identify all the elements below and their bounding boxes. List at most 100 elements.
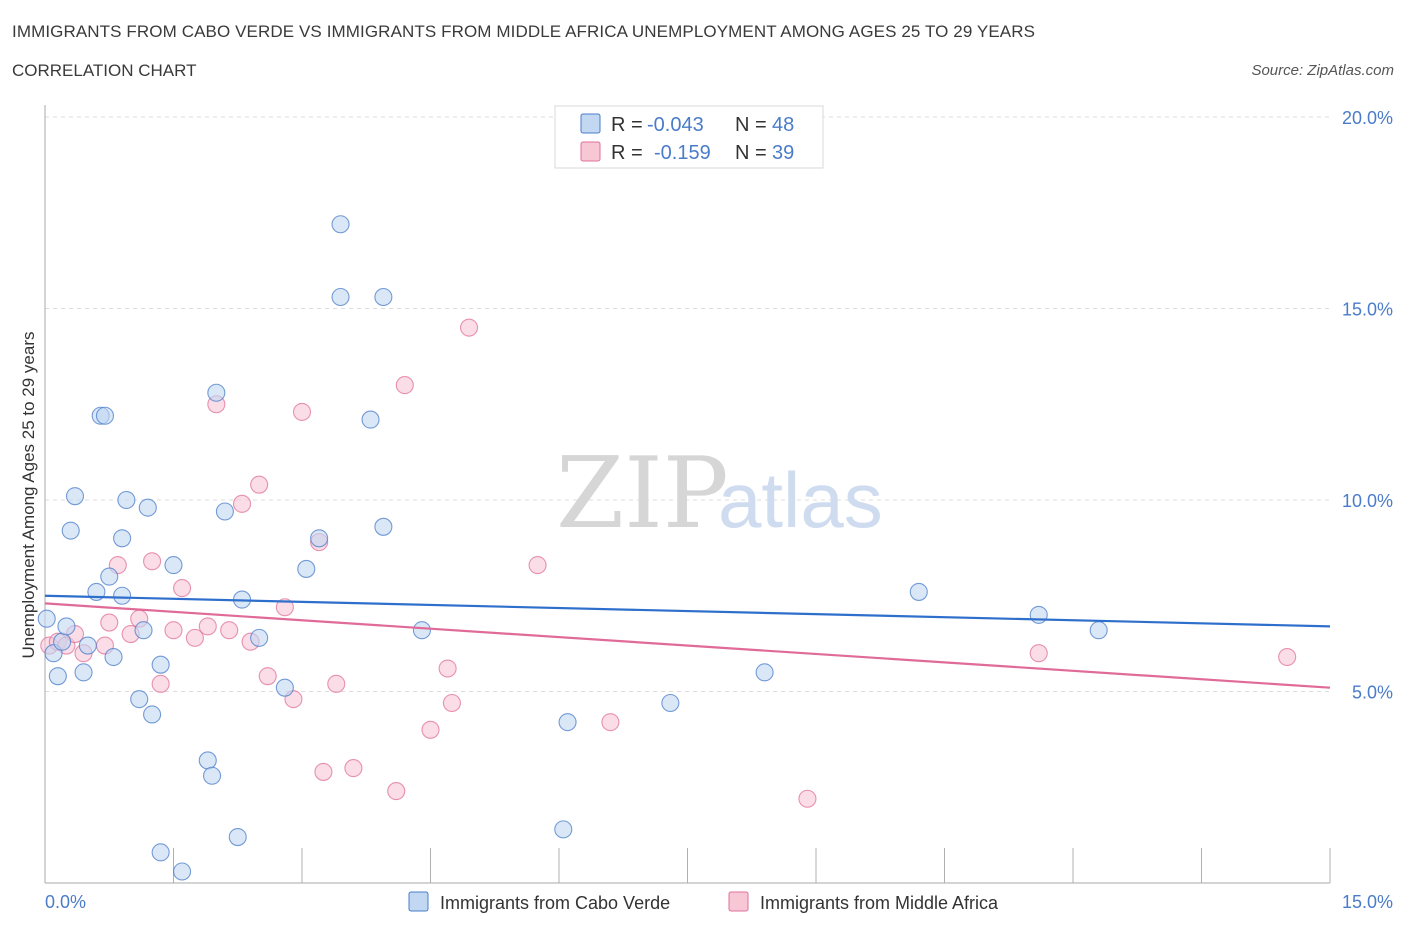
middle-africa-point — [1278, 647, 1297, 667]
legend-bottom-blue-label: Immigrants from Cabo Verde — [440, 893, 670, 913]
cabo-verde-point — [374, 287, 393, 307]
cabo-verde-point — [228, 827, 247, 847]
x-tick-label-max: 15.0% — [1342, 892, 1393, 912]
middle-africa-point — [387, 782, 406, 801]
source-label: Source: ZipAtlas.com — [1251, 62, 1394, 79]
y-axis-label: Unemployment Among Ages 25 to 29 years — [19, 332, 38, 659]
middle-africa-point — [438, 659, 457, 678]
middle-africa-point — [198, 617, 217, 636]
middle-africa-point — [250, 475, 269, 494]
middle-africa-point — [442, 693, 461, 713]
legend-pink-swatch — [580, 141, 601, 162]
cabo-verde-point — [331, 287, 350, 307]
x-axis-ticks: 0.0% 15.0% — [45, 892, 1393, 912]
middle-africa-point — [100, 613, 119, 632]
cabo-verde-point — [143, 705, 162, 724]
cabo-verde-point — [113, 529, 132, 548]
middle-africa-point — [275, 598, 294, 617]
cabo-verde-point — [138, 498, 157, 517]
middle-africa-point — [185, 628, 204, 647]
cabo-verde-point — [207, 383, 226, 402]
legend-bottom-pink-label: Immigrants from Middle Africa — [760, 893, 999, 913]
middle-africa-point — [232, 494, 252, 513]
cabo-verde-point — [113, 586, 132, 605]
cabo-verde-point — [74, 663, 93, 682]
middle-africa-point — [459, 318, 479, 337]
cabo-verde-point — [57, 617, 76, 636]
middle-africa-point — [1029, 644, 1048, 663]
legend-bottom: Immigrants from Cabo Verde Immigrants fr… — [408, 891, 999, 913]
cabo-verde-point — [117, 490, 136, 510]
legend-pink-r-value: -0.159 — [654, 142, 711, 164]
middle-africa-point — [292, 402, 312, 421]
middle-africa-point — [164, 621, 183, 640]
cabo-verde-point — [909, 582, 928, 601]
cabo-verde-point — [151, 843, 170, 862]
middle-africa-point — [220, 621, 239, 640]
cabo-verde-point — [250, 628, 269, 647]
cabo-verde-point — [331, 215, 350, 234]
cabo-verde-point — [130, 690, 149, 709]
cabo-verde-point — [203, 766, 222, 785]
middle-africa-point — [314, 762, 333, 781]
y-axis-ticks: 5.0% 10.0% 15.0% 20.0% — [1342, 108, 1393, 703]
cabo-verde-point — [361, 410, 380, 429]
legend-pink-n-value: 39 — [772, 142, 794, 164]
series-cabo-verde-points — [37, 215, 1108, 881]
middle-africa-point — [421, 720, 440, 739]
watermark-zip: ZIP — [556, 437, 729, 551]
cabo-verde-point — [755, 663, 774, 682]
cabo-verde-point — [1029, 605, 1048, 624]
cabo-verde-point — [53, 632, 72, 651]
cabo-verde-point — [297, 559, 316, 578]
middle-africa-point — [798, 789, 817, 808]
cabo-verde-point — [215, 502, 234, 521]
trend-lines — [44, 594, 1331, 689]
middle-africa-point — [173, 579, 192, 598]
cabo-verde-trend-line — [44, 594, 1331, 628]
cabo-verde-point — [275, 678, 294, 697]
cabo-verde-point — [95, 406, 115, 425]
cabo-verde-point — [661, 693, 680, 713]
middle-africa-point — [143, 552, 162, 571]
legend-blue-r-label: R = — [611, 114, 643, 136]
middle-africa-point — [528, 556, 547, 575]
cabo-verde-point — [37, 609, 56, 628]
y-tick-label: 10.0% — [1342, 491, 1393, 511]
middle-africa-point — [258, 667, 277, 686]
middle-africa-point — [601, 713, 620, 732]
y-tick-label: 15.0% — [1342, 300, 1393, 320]
cabo-verde-point — [100, 567, 119, 586]
cabo-verde-point — [164, 556, 183, 575]
cabo-verde-point — [1089, 621, 1108, 640]
cabo-verde-point — [78, 636, 97, 655]
middle-africa-trend-line — [44, 602, 1331, 689]
legend-blue-n-label: N = — [735, 114, 767, 136]
cabo-verde-point — [412, 621, 431, 640]
cabo-verde-point — [558, 713, 577, 732]
y-tick-label: 5.0% — [1352, 683, 1393, 703]
middle-africa-point — [327, 674, 346, 693]
x-tick-label-min: 0.0% — [45, 892, 86, 912]
legend-blue-n-value: 48 — [772, 114, 794, 136]
cabo-verde-point — [554, 820, 573, 839]
cabo-verde-point — [173, 862, 192, 881]
cabo-verde-point — [198, 751, 217, 770]
cabo-verde-point — [48, 667, 67, 686]
legend-blue-swatch — [580, 113, 601, 134]
middle-africa-point — [344, 759, 363, 778]
watermark-atlas: atlas — [718, 456, 883, 544]
middle-africa-point — [395, 376, 414, 395]
legend-bottom-pink-swatch — [728, 891, 749, 912]
series-middle-africa-points — [40, 318, 1297, 808]
cabo-verde-point — [151, 655, 170, 674]
legend-blue-r-value: -0.043 — [647, 114, 704, 136]
y-tick-label: 20.0% — [1342, 108, 1393, 128]
legend-top: R = -0.043 N = 48 R = -0.159 N = 39 — [554, 105, 824, 169]
axes — [44, 105, 1331, 884]
legend-pink-n-label: N = — [735, 142, 767, 164]
legend-bottom-blue-swatch — [408, 891, 429, 912]
chart-title: IMMIGRANTS FROM CABO VERDE VS IMMIGRANTS… — [12, 22, 1036, 41]
cabo-verde-point — [61, 521, 80, 540]
